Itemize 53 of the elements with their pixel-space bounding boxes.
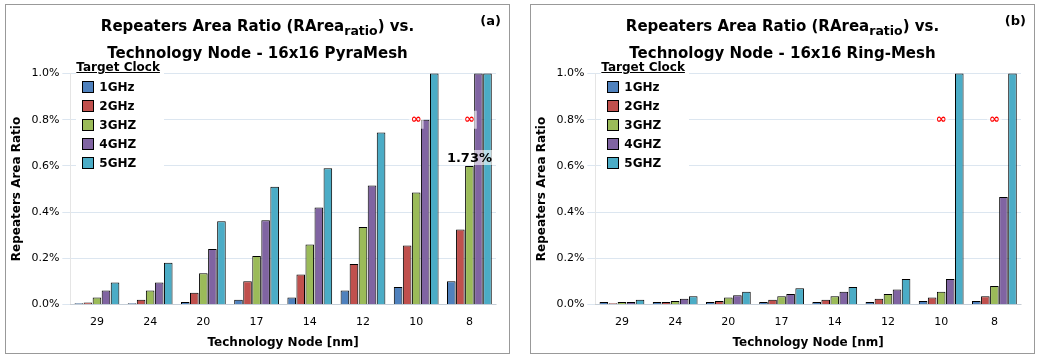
legend-title: Target Clock — [76, 59, 160, 74]
legend-label: 4GHZ — [624, 137, 662, 152]
x-axis-title: Technology Node [nm] — [732, 334, 884, 349]
y-tick-label: 1.0% — [31, 66, 60, 80]
x-tick-label: 24 — [143, 314, 158, 328]
y-tick-label: 0.6% — [556, 158, 585, 172]
chart-title: Repeaters Area Ratio (RArea$_{ratio}$) vs. Technology Node - 16x16 PyraMesh — [100, 17, 415, 62]
annotation: ∞ — [463, 111, 475, 127]
text: (b) — [1004, 13, 1026, 28]
x-tick-label: 20 — [196, 314, 211, 328]
x-axis-title: Technology Node [nm] — [207, 334, 359, 349]
y-axis-title: Repeaters Area Ratio — [9, 116, 24, 262]
annotation: ∞ — [988, 111, 1000, 127]
text: (a) — [480, 13, 501, 28]
y-tick-label: 0.2% — [556, 251, 585, 265]
legend-label: 2GHz — [99, 99, 135, 114]
x-tick-label: 8 — [990, 314, 998, 328]
y-tick-label: 0.6% — [31, 158, 60, 172]
y-tick-label: 1.0% — [556, 66, 585, 80]
y-axis-title: Repeaters Area Ratio — [534, 116, 549, 262]
x-tick-label: 20 — [721, 314, 736, 328]
legend-label: 3GHZ — [624, 118, 662, 133]
y-tick-label: 0.8% — [31, 112, 60, 126]
y-tick-label: 0.0% — [31, 297, 60, 311]
x-tick-label: 17 — [249, 314, 264, 328]
legend-label: 2GHz — [624, 99, 660, 114]
x-tick-label: 12 — [355, 314, 370, 328]
x-tick-label: 17 — [774, 314, 789, 328]
legend-label: 1GHz — [99, 80, 135, 95]
legend-label: 1GHz — [624, 80, 660, 95]
x-tick-label: 29 — [89, 314, 104, 328]
x-tick-label: 14 — [302, 314, 317, 328]
legend-label: 3GHZ — [99, 118, 137, 133]
legend-label: 5GHZ — [99, 156, 137, 171]
y-tick-label: 0.2% — [31, 251, 60, 265]
x-tick-label: 8 — [465, 314, 473, 328]
x-tick-label: 12 — [880, 314, 895, 328]
y-tick-label: 0.4% — [556, 204, 585, 218]
x-tick-label: 14 — [827, 314, 842, 328]
x-tick-label: 10 — [934, 314, 949, 328]
chart-title: Repeaters Area Ratio (RArea$_{ratio}$) vs. Technology Node - 16x16 Ring-Mesh — [625, 17, 940, 62]
x-tick-label: 24 — [668, 314, 683, 328]
annotation: ∞ — [935, 111, 947, 127]
y-tick-label: 0.4% — [31, 204, 60, 218]
legend-title: Target Clock — [601, 59, 685, 74]
y-tick-label: 0.8% — [556, 112, 585, 126]
legend-label: 4GHZ — [99, 137, 137, 152]
annotation: ∞ — [410, 111, 422, 127]
annotation: 1.73% — [444, 149, 494, 165]
x-tick-label: 29 — [614, 314, 629, 328]
x-tick-label: 10 — [409, 314, 424, 328]
y-tick-label: 0.0% — [556, 297, 585, 311]
legend-label: 5GHZ — [624, 156, 662, 171]
